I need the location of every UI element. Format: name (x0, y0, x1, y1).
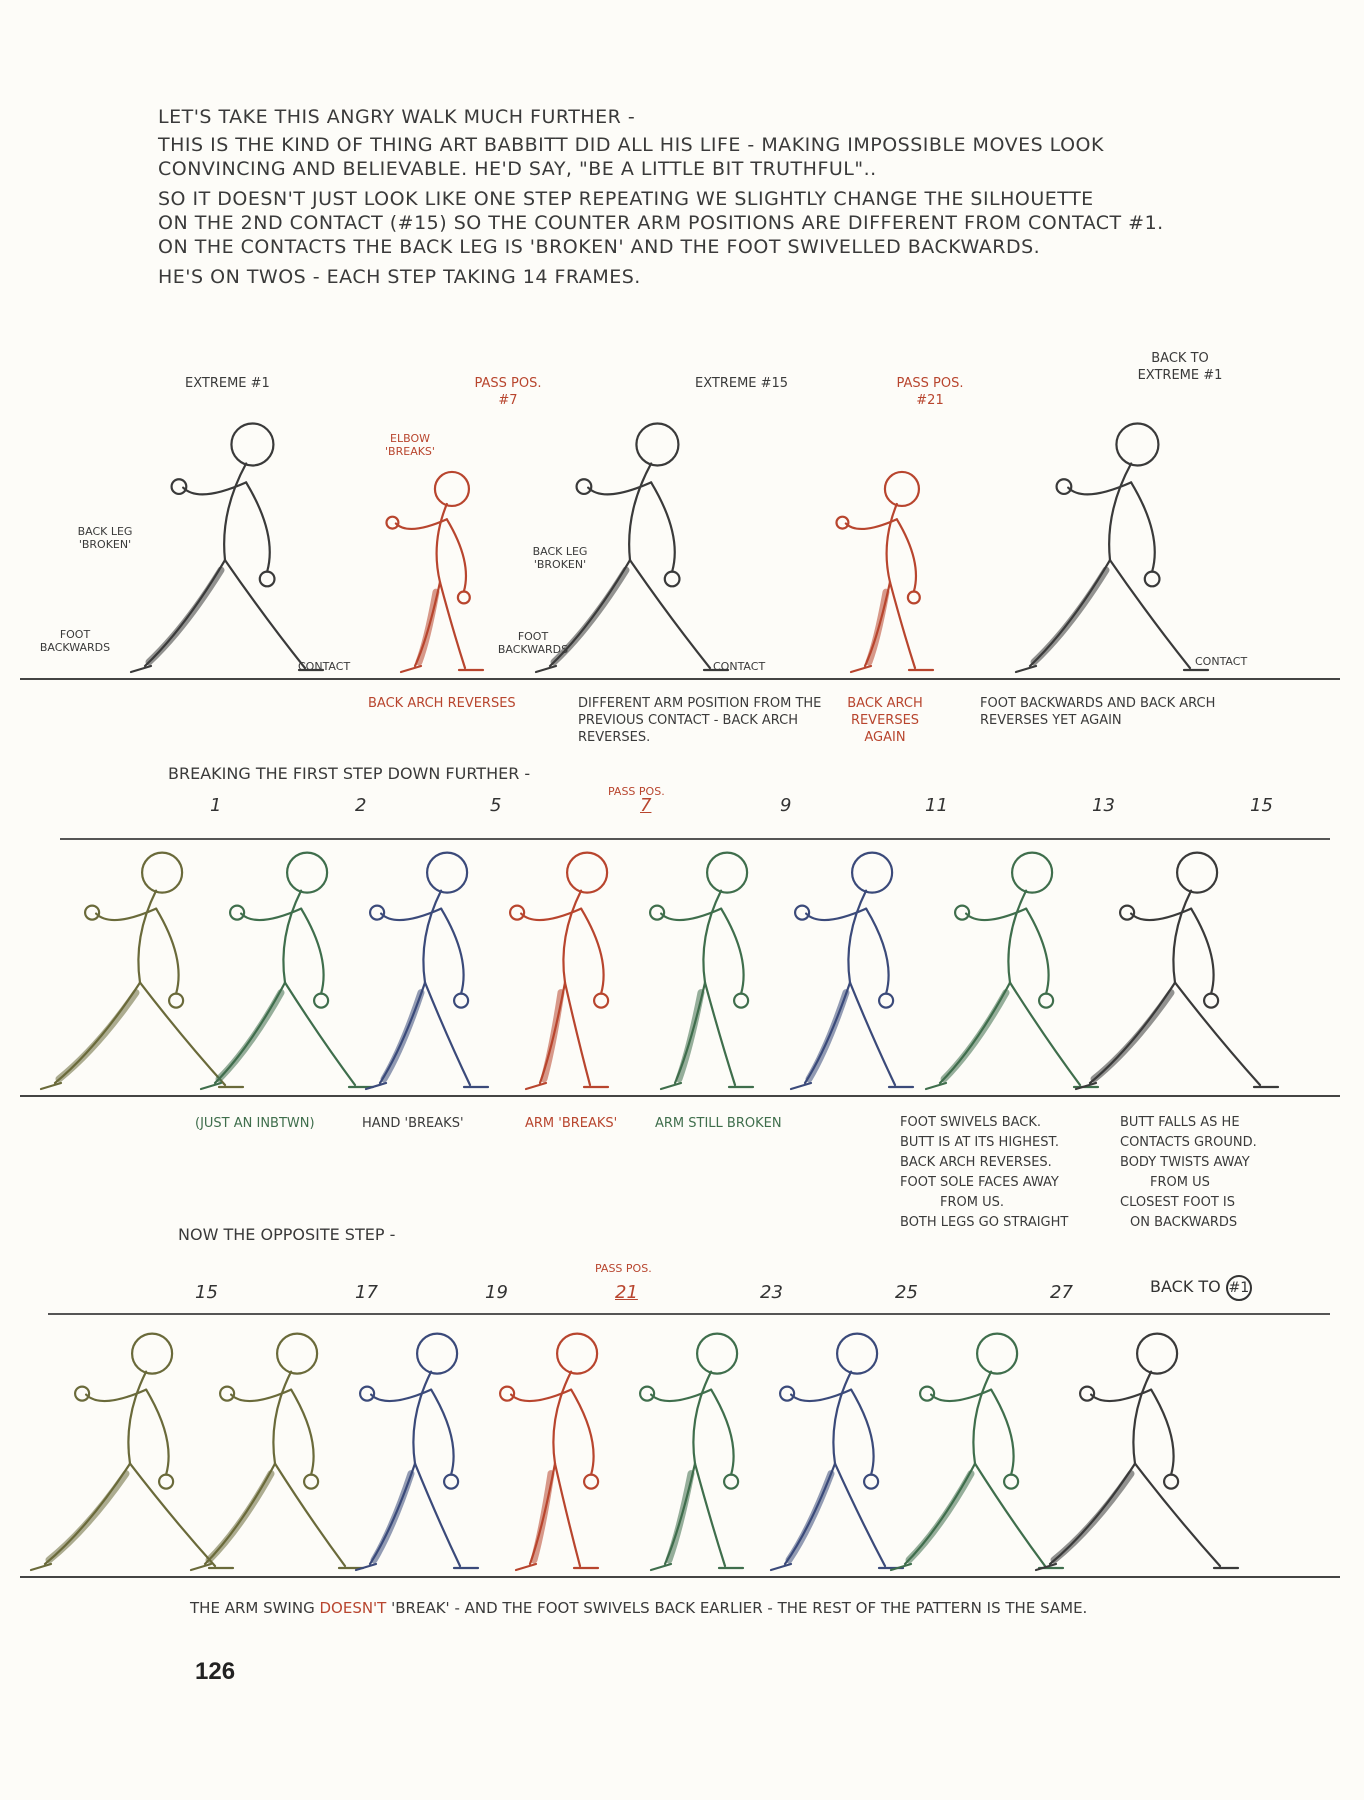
back-to-number: #1 (1225, 1275, 1252, 1301)
row3-title: NOW the OPPOSITE STEP - (178, 1225, 396, 1244)
intro-line-6: ON The CONTACTS The BACK LEG IS 'BROKEN'… (158, 236, 1041, 258)
contact-label-3: CONTACT (1195, 655, 1248, 668)
row1-figure-extreme-1 (129, 422, 325, 674)
row1-figure-extreme-15 (534, 422, 730, 674)
note-b-line-4: FROM US (1150, 1175, 1210, 1190)
row2-frame-15: 15 (1250, 795, 1273, 816)
row3-top-line (48, 1313, 1330, 1315)
row2-ground-line (20, 1095, 1340, 1097)
row2-frame-7: 7 (640, 795, 652, 816)
back-leg-note-left: BACK LEG 'BROKEN' (77, 525, 133, 551)
row2-pass-label: PASS POS. (608, 785, 665, 798)
row2-frame-1: 1 (210, 795, 222, 816)
row3-figure-17 (189, 1332, 365, 1572)
row3-ground-line (20, 1576, 1340, 1578)
row3-caption: The ARM SWING DOESN'T 'BREAK' - AND the … (190, 1600, 1087, 1617)
note-b-line-1: BUTT FALLS AS HE (1120, 1115, 1240, 1130)
row1-figure-pass-21 (835, 470, 935, 674)
page-number: 126 (195, 1658, 236, 1685)
intro-line-4: SO IT DOESN'T JUST LOOK LIKE ONE STEP RE… (158, 188, 1094, 210)
note-a-line-3: BACK ARCH REVERSES. (900, 1155, 1052, 1170)
row3-pass-label: PASS POS. (595, 1262, 652, 1275)
note-a-line-1: FOOT SWIVELS BACK. (900, 1115, 1042, 1130)
row3-caption-b: DOESN'T (319, 1599, 387, 1617)
row2-figure-15 (1074, 851, 1280, 1091)
row1-caption-2: DIFFERENT ARM POSITION FROM THE PREVIOUS… (578, 696, 822, 745)
row3-frame-25: 25 (895, 1282, 918, 1303)
row2-frame-5: 5 (490, 795, 502, 816)
row1-caption-3: BACK ARCH REVERSES AGAIN (847, 696, 923, 745)
row3-figure-21 (499, 1332, 600, 1572)
elbow-note: ELBOW 'BREAKS' (385, 432, 435, 458)
row1-figure-back-to-1 (1014, 422, 1210, 674)
note-b-line-3: BODY TWISTS AWAY (1120, 1155, 1250, 1170)
intro-text: LET'S TAKE THIS ANGRY WALK MUCH FURTHER … (158, 105, 1164, 289)
row2-frame-13: 13 (1092, 795, 1115, 816)
row2-frame-11: 11 (925, 795, 948, 816)
row2-figure-11 (789, 851, 915, 1091)
row1-figure-pass-7 (385, 470, 485, 674)
row2-frame-9: 9 (780, 795, 792, 816)
row1-header-3: EXTREME #15 (695, 376, 789, 391)
row2-top-line (60, 838, 1330, 840)
row3-figure-23 (638, 1332, 745, 1572)
row2-figure-7 (508, 851, 610, 1091)
row3-frame-17: 17 (355, 1282, 378, 1303)
note-b-line-2: CONTACTS GROUND. (1120, 1135, 1257, 1150)
note-a-line-5: FROM US. (940, 1195, 1004, 1210)
row2-caption-4: ARM STILL BROKEN (655, 1116, 782, 1131)
row3-frame-15: 15 (195, 1282, 218, 1303)
row2-figure-2 (199, 851, 375, 1091)
row2-caption-1: (JUST AN INBTWN) (195, 1116, 315, 1131)
note-b-line-6: ON BACKWARDS (1130, 1215, 1238, 1230)
row2-title: BREAKING The FIRST STEP DOWN FURTHER - (168, 764, 531, 783)
row3-back-to: BACK TO #1 (1150, 1275, 1252, 1301)
row3-figure-25 (769, 1332, 905, 1572)
row1-caption-4: FOOT BACKWARDS and BACK ARCH REVERSES YE… (980, 696, 1216, 728)
row1-ground-line (20, 678, 1340, 680)
row3-figure-27 (889, 1332, 1065, 1572)
note-a-line-6: BOTH LEGS GO STRAIGHT (900, 1215, 1069, 1230)
intro-line-2: THIS IS THE KIND OF THING ART BABBITT DI… (158, 134, 1104, 156)
intro-line-3: CONVINCING and BELIEVABLE. HE'D SAY, "BE… (158, 158, 877, 180)
row1-caption-1: BACK ARCH REVERSES (368, 696, 516, 711)
row2-figure-5 (364, 851, 490, 1091)
intro-line-7: HE'S ON TWOS - EACH STEP TAKING 14 FRAME… (158, 266, 641, 288)
row2-figure-13 (924, 851, 1100, 1091)
note-a-line-2: BUTT IS AT ITS HIGHEST. (900, 1135, 1060, 1150)
row2-note-a: FOOT SWIVELS BACK. BUTT IS AT ITS HIGHES… (900, 1113, 1068, 1233)
row3-caption-c: 'BREAK' - AND the FOOT SWIVELS BACK EARL… (391, 1599, 1088, 1617)
row1-header-2: PASS POS. #7 (474, 376, 542, 408)
row3-figure-15 (29, 1332, 235, 1572)
row1-header-5: BACK TO EXTREME #1 (1137, 351, 1223, 383)
row3-frame-19: 19 (485, 1282, 508, 1303)
row2-note-b: BUTT FALLS AS HE CONTACTS GROUND. BODY T… (1120, 1113, 1257, 1233)
row2-caption-3: ARM 'BREAKS' (525, 1116, 618, 1131)
row1-header-4: PASS POS. #21 (896, 376, 964, 408)
row2-caption-2: HAND 'BREAKS' (362, 1116, 464, 1131)
row2-frame-2: 2 (355, 795, 367, 816)
foot-note-left: FOOT BACKWARDS (39, 628, 111, 654)
row2-figures (39, 851, 1280, 1091)
row3-frame-27: 27 (1050, 1282, 1073, 1303)
row3-figure-19 (354, 1332, 480, 1572)
row1-figures (129, 422, 1210, 674)
row3-frame-23: 23 (760, 1282, 783, 1303)
row3-frame-21: 21 (615, 1282, 638, 1303)
row3-caption-a: The ARM SWING (190, 1599, 315, 1617)
note-a-line-4: FOOT SOLE FACES AWAY (900, 1175, 1059, 1190)
back-to-label: BACK TO (1150, 1277, 1221, 1296)
intro-line-1: LET'S TAKE THIS ANGRY WALK MUCH FURTHER … (158, 106, 636, 128)
row3-figures (29, 1332, 1240, 1572)
note-b-line-5: CLOSEST FOOT IS (1120, 1195, 1235, 1210)
row1-header-1: EXTREME #1 (185, 376, 270, 391)
row2-figure-1 (39, 851, 245, 1091)
back-leg-note-mid: BACK LEG 'BROKEN' (532, 545, 588, 571)
row3-figure-back-to-1 (1034, 1332, 1240, 1572)
foot-note-mid: FOOT BACKWARDS (497, 630, 569, 656)
row2-figure-9 (648, 851, 755, 1091)
intro-line-5: ON the 2ND CONTACT (#15) SO THE COUNTER … (158, 212, 1164, 234)
